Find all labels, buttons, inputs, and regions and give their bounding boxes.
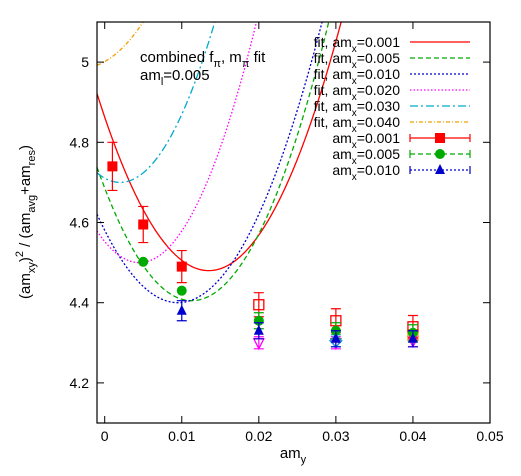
fit-curve-3 bbox=[97, 22, 258, 264]
y-tick-label: 4.6 bbox=[70, 215, 90, 231]
x-tick-label: 0.03 bbox=[322, 428, 349, 444]
x-tick-label: 0.04 bbox=[399, 428, 426, 444]
legend-marker-8 bbox=[435, 164, 445, 174]
y-axis-label: (amxy)2 / (amavg+amres) bbox=[14, 145, 38, 299]
y-tick-label: 4.2 bbox=[70, 375, 90, 391]
legend-label-7: amx=0.005 bbox=[332, 146, 400, 167]
legend-label-8: amx=0.010 bbox=[332, 162, 400, 183]
legend-label-6: amx=0.001 bbox=[332, 130, 400, 151]
x-tick-label: 0 bbox=[101, 428, 109, 444]
series-0-other-point-0 bbox=[253, 299, 265, 311]
series-2-other-point-0 bbox=[253, 324, 264, 335]
legend-label-2: fit, amx=0.010 bbox=[314, 66, 401, 87]
series-0-point-1 bbox=[138, 219, 149, 230]
y-tick-label: 4.4 bbox=[70, 295, 90, 311]
data-points bbox=[107, 141, 419, 351]
legend-errorbar-6 bbox=[409, 134, 471, 142]
fit-curve-2 bbox=[97, 22, 323, 304]
y-tick-label: 4.8 bbox=[70, 134, 90, 150]
x-tick-label: 0.02 bbox=[245, 428, 272, 444]
legend-marker-6 bbox=[435, 133, 445, 143]
legend-label-0: fit, amx=0.001 bbox=[314, 34, 401, 55]
legend-label-4: fit, amx=0.030 bbox=[314, 98, 401, 119]
fit-curves bbox=[97, 22, 342, 304]
series-1-point-0 bbox=[138, 256, 149, 267]
legend-marker-7 bbox=[435, 149, 445, 159]
series-2-other-point-1 bbox=[330, 332, 341, 343]
series-0-point-0 bbox=[107, 161, 118, 172]
series-2-point-0 bbox=[176, 304, 187, 315]
legend-errorbar-8 bbox=[409, 166, 471, 174]
x-axis-label: amy bbox=[280, 445, 307, 466]
fit-curve-1 bbox=[97, 22, 330, 302]
x-tick-label: 0.01 bbox=[168, 428, 195, 444]
series-2-other-point-2 bbox=[407, 332, 418, 343]
legend-label-1: fit, amx=0.005 bbox=[314, 50, 401, 71]
annotation-line-2: aml=0.005 bbox=[140, 67, 210, 88]
y-tick-label: 5 bbox=[81, 54, 89, 70]
series-1-point-1 bbox=[176, 285, 187, 296]
fit-curve-0 bbox=[97, 22, 342, 272]
legend-label-5: fit, amx=0.040 bbox=[314, 114, 401, 135]
annotation-line-1: combined fπ, mπ fit bbox=[140, 49, 266, 70]
series-0-point-2 bbox=[176, 261, 187, 272]
legend-label-3: fit, amx=0.020 bbox=[314, 82, 401, 103]
legend-errorbar-7 bbox=[409, 150, 471, 158]
axis-ticks: 0 0.01 0.02 0.03 0.04 0.05 4.2 4.4 4.6 4.8 5 bbox=[70, 22, 504, 444]
fit-curve-4 bbox=[97, 22, 216, 184]
x-tick-label: 0.05 bbox=[476, 428, 503, 444]
